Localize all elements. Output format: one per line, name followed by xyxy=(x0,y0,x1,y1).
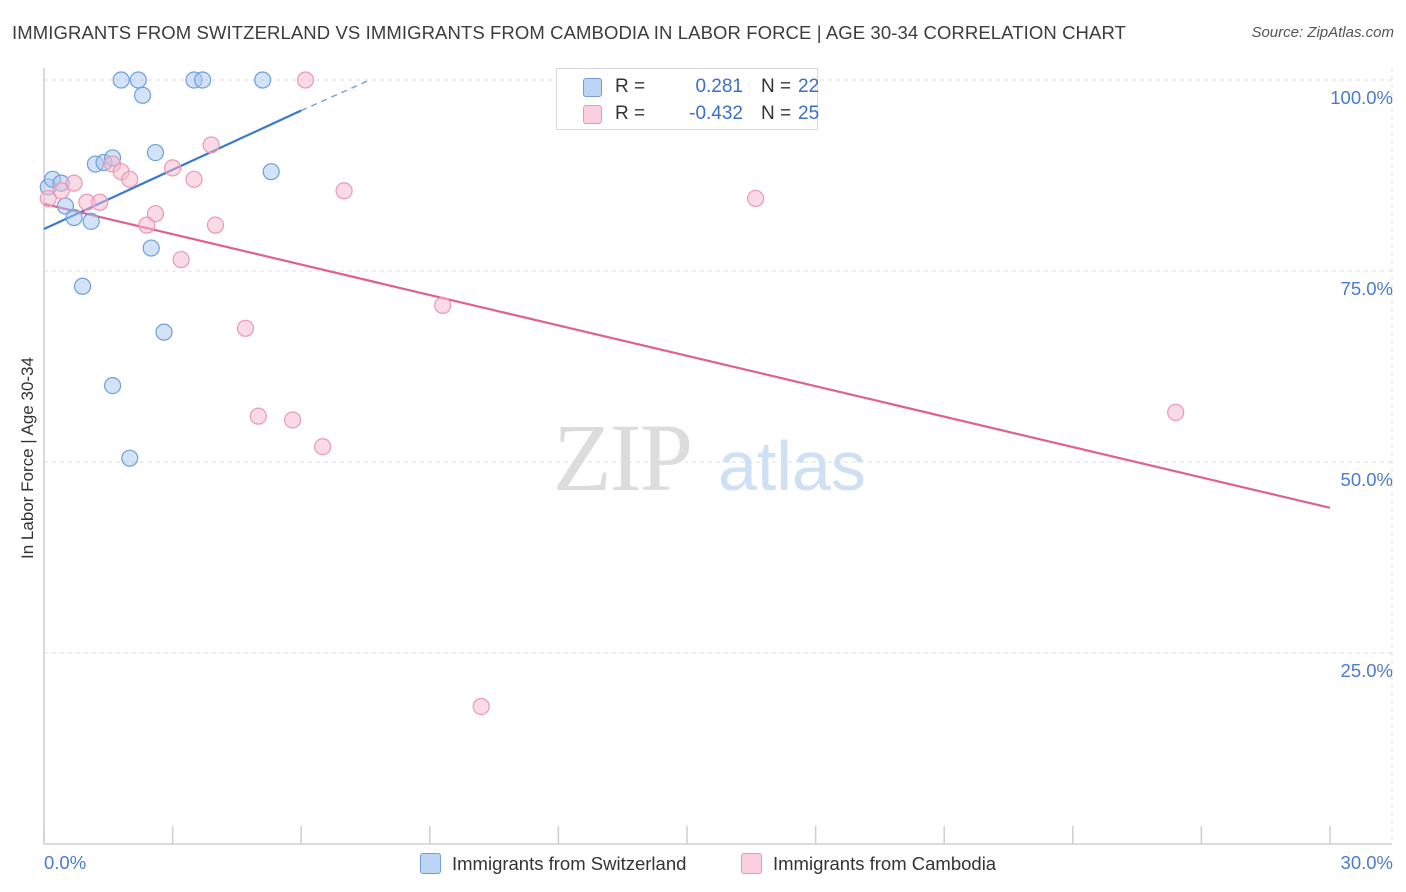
point-switzerland xyxy=(73,277,92,295)
legend-label-cambodia: Immigrants from Cambodia xyxy=(773,853,997,874)
point-switzerland xyxy=(129,71,147,89)
point-switzerland xyxy=(103,377,122,395)
point-cambodia xyxy=(172,250,190,269)
legend-n-label: N = xyxy=(761,76,792,97)
point-cambodia xyxy=(472,697,490,716)
point-switzerland xyxy=(112,71,130,89)
point-cambodia xyxy=(185,170,203,188)
y-tick-label: 100.0% xyxy=(1330,87,1393,108)
chart-title: IMMIGRANTS FROM SWITZERLAND VS IMMIGRANT… xyxy=(12,22,1126,43)
source-credit: Source: ZipAtlas.com xyxy=(1251,24,1394,41)
point-switzerland xyxy=(121,449,139,467)
point-cambodia xyxy=(249,407,267,425)
point-switzerland xyxy=(155,323,173,341)
legend-swatch-blue xyxy=(420,853,441,874)
point-cambodia xyxy=(65,174,83,192)
point-cambodia xyxy=(138,216,156,234)
point-switzerland xyxy=(82,212,100,230)
point-cambodia xyxy=(91,193,109,211)
legend-label-switzerland: Immigrants from Switzerland xyxy=(452,853,687,874)
watermark: ZIP atlas xyxy=(553,404,866,511)
point-cambodia xyxy=(146,205,165,223)
point-cambodia xyxy=(314,438,332,456)
x-tick-label-max: 30.0% xyxy=(1341,852,1393,873)
point-cambodia xyxy=(746,189,765,208)
trend-line-switzerland-extension xyxy=(300,79,371,112)
trend-line-cambodia xyxy=(43,202,1331,509)
x-tick-label-min: 0.0% xyxy=(44,852,86,873)
point-cambodia xyxy=(296,71,315,89)
point-switzerland xyxy=(133,86,152,104)
watermark-zip: ZIP xyxy=(553,404,691,511)
point-switzerland xyxy=(254,71,272,89)
stats-legend: R = 0.281 N = 22 R = -0.432 N = 25 xyxy=(556,68,820,130)
legend-n-value: 22 xyxy=(798,76,820,97)
y-axis-label: In Labor Force | Age 30-34 xyxy=(18,357,37,559)
y-tick-label: 50.0% xyxy=(1341,469,1393,490)
point-cambodia xyxy=(202,136,220,154)
point-cambodia xyxy=(1167,403,1185,421)
legend-swatch-blue xyxy=(583,78,602,97)
point-cambodia xyxy=(206,216,225,234)
point-switzerland xyxy=(65,208,83,227)
legend-swatch-pink xyxy=(741,853,762,874)
y-tick-label: 25.0% xyxy=(1341,660,1393,681)
point-switzerland xyxy=(262,163,280,181)
legend-r-label: R = xyxy=(615,76,646,97)
legend-swatch-pink xyxy=(583,105,602,124)
point-cambodia xyxy=(52,182,70,200)
point-cambodia xyxy=(284,411,302,429)
data-points xyxy=(39,71,1185,716)
point-switzerland xyxy=(194,71,212,89)
y-tick-label: 75.0% xyxy=(1341,278,1393,299)
legend-r-value: 0.281 xyxy=(695,76,743,97)
point-cambodia xyxy=(434,296,452,314)
legend-n-label: N = xyxy=(761,103,792,124)
tick-labels: 25.0% 50.0% 75.0% 100.0% 0.0% 30.0% xyxy=(44,87,1393,873)
point-cambodia xyxy=(236,319,255,337)
legend-r-label: R = xyxy=(615,103,646,124)
point-cambodia xyxy=(164,159,182,177)
point-cambodia xyxy=(39,189,57,208)
point-switzerland xyxy=(146,143,165,162)
legend-r-value: -0.432 xyxy=(689,103,743,124)
point-switzerland xyxy=(142,239,160,257)
point-cambodia xyxy=(121,170,139,188)
legend-n-value: 25 xyxy=(798,103,820,124)
point-cambodia xyxy=(335,182,353,200)
watermark-atlas: atlas xyxy=(718,427,866,505)
